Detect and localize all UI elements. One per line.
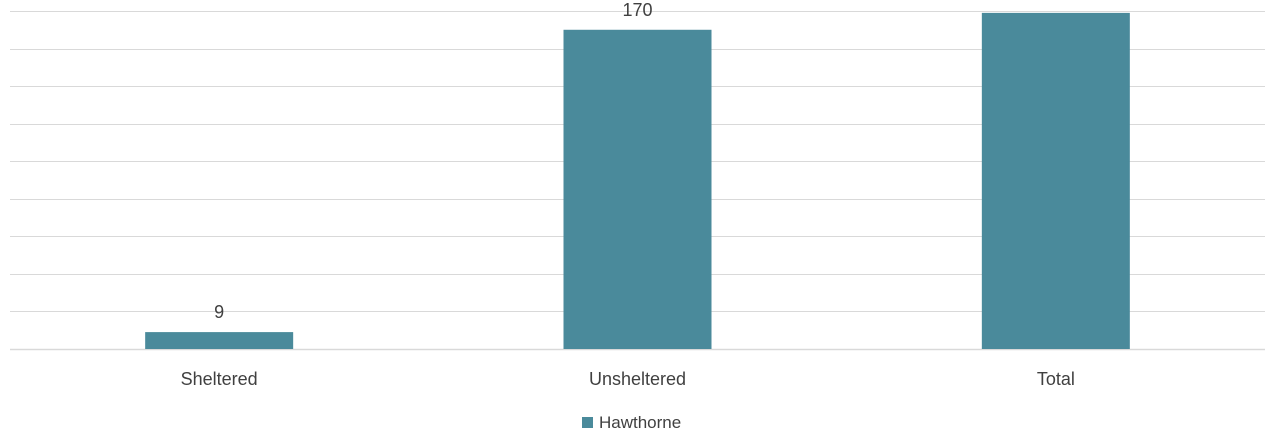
data-labels: 9 170 179 [214, 0, 1071, 322]
legend: Hawthorne [582, 413, 681, 432]
data-label-unsheltered: 170 [622, 0, 652, 20]
x-tick-label-total: Total [1037, 369, 1075, 389]
x-axis-tick-labels: Sheltered Unsheltered Total [181, 369, 1075, 389]
x-tick-label-sheltered: Sheltered [181, 369, 258, 389]
bars [145, 12, 1130, 350]
data-label-sheltered: 9 [214, 302, 224, 322]
legend-label: Hawthorne [599, 413, 681, 432]
legend-swatch [582, 417, 593, 428]
data-label-total: 179 [1041, 0, 1071, 3]
bar-sheltered [145, 332, 294, 349]
bar-total [981, 12, 1130, 350]
x-tick-label-unsheltered: Unsheltered [589, 369, 686, 389]
bar-unsheltered [563, 29, 712, 350]
